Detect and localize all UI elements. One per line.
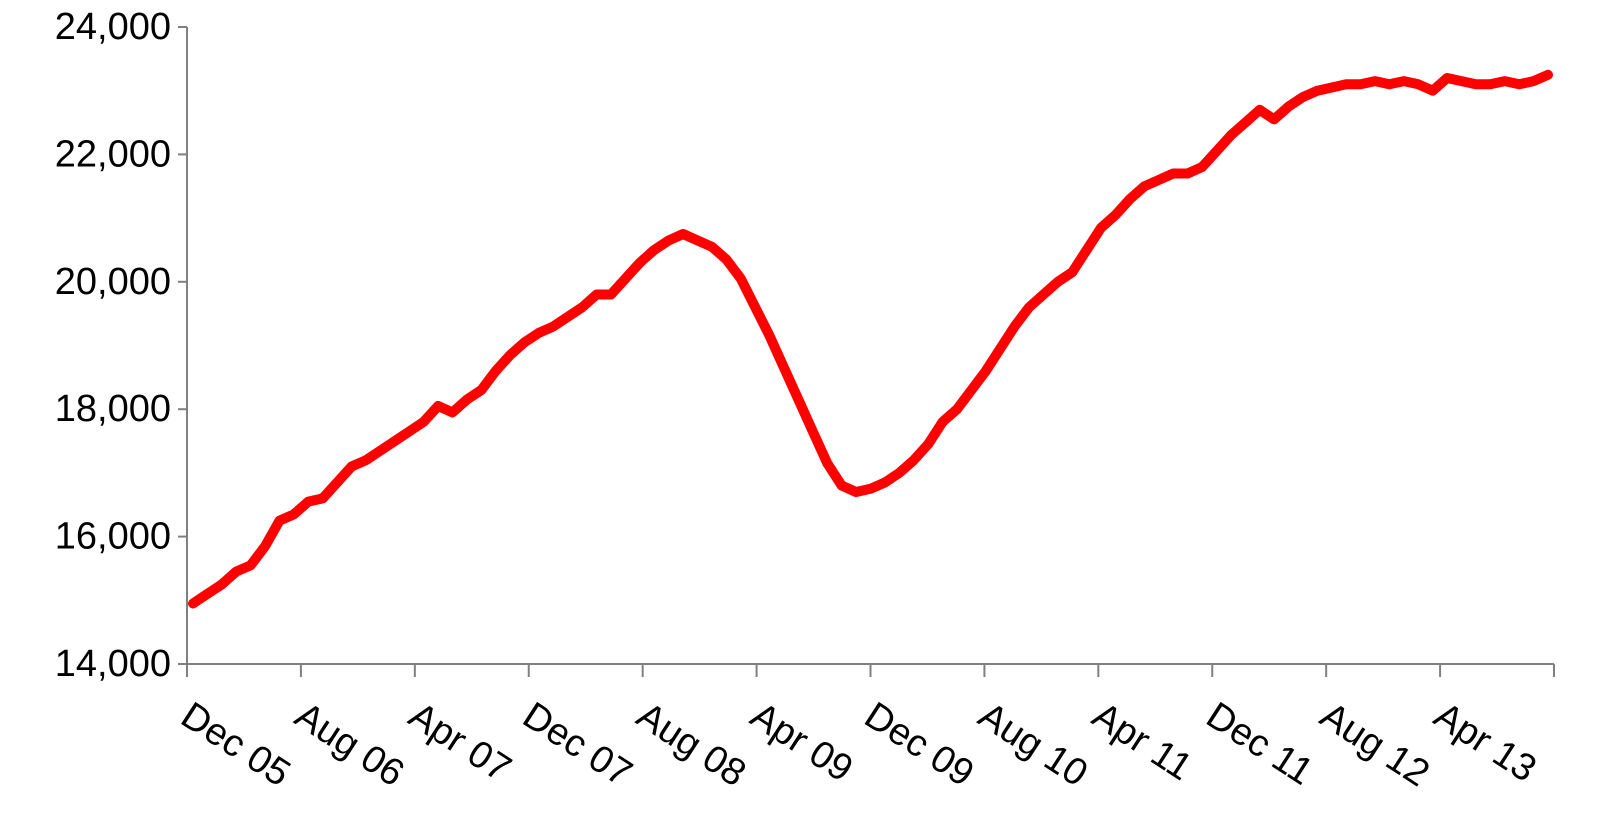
y-tick-label: 16,000 xyxy=(55,516,171,558)
x-tick-label: Apr 09 xyxy=(743,694,860,790)
y-tick-label: 24,000 xyxy=(55,6,171,48)
x-tick-label: Aug 12 xyxy=(1313,694,1437,795)
series-layer xyxy=(188,69,1553,609)
series-line xyxy=(188,69,1553,609)
x-tick-label: Dec 11 xyxy=(1199,694,1320,793)
y-axis-ticks: 14,000 16,000 18,000 20,000 22,000 24,000 xyxy=(55,6,187,685)
x-tick-label: Dec 09 xyxy=(857,694,981,795)
y-tick-label: 14,000 xyxy=(55,643,171,685)
y-tick-label: 22,000 xyxy=(55,133,171,175)
x-tick-label: Aug 06 xyxy=(287,694,411,795)
y-tick-label: 18,000 xyxy=(55,388,171,430)
x-tick-label: Apr 07 xyxy=(401,694,518,790)
y-tick-label: 20,000 xyxy=(55,261,171,303)
x-tick-label: Aug 10 xyxy=(971,694,1095,795)
x-tick-label: Dec 05 xyxy=(174,694,298,795)
x-tick-label: Dec 07 xyxy=(515,694,639,795)
x-tick-label: Apr 13 xyxy=(1427,694,1544,790)
x-tick-label: Apr 11 xyxy=(1085,694,1199,789)
x-tick-label: Aug 08 xyxy=(629,694,753,795)
